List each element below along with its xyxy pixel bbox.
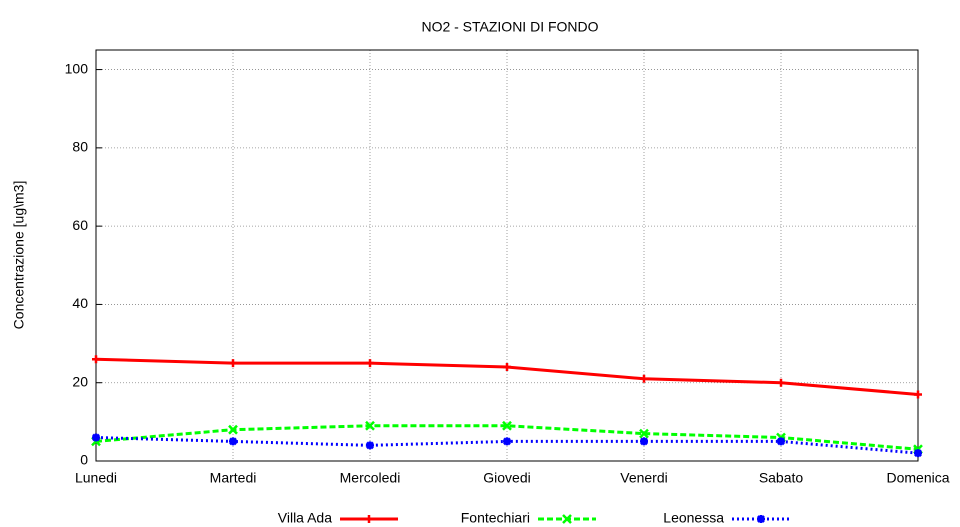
legend-label: Fontechiari [461, 510, 530, 526]
y-tick-label: 60 [72, 217, 88, 233]
data-point [502, 420, 512, 431]
x-tick-label: Domenica [886, 470, 949, 486]
data-point [640, 374, 648, 383]
data-point [92, 355, 100, 364]
data-point [914, 390, 922, 399]
data-point [366, 441, 374, 450]
x-tick-label: Martedi [210, 470, 257, 486]
x-tick-label: Mercoledi [340, 470, 401, 486]
data-point [228, 424, 238, 435]
legend-label: Villa Ada [278, 510, 332, 526]
data-point [92, 433, 100, 442]
data-point [914, 449, 922, 458]
data-point [639, 428, 649, 439]
x-tick-label: Sabato [759, 470, 804, 486]
data-point [503, 363, 511, 372]
x-tick-label: Venerdi [620, 470, 667, 486]
data-point [366, 359, 374, 368]
data-point [503, 437, 511, 446]
y-tick-label: 0 [80, 452, 88, 468]
chart-title: NO2 - STAZIONI DI FONDO [421, 19, 598, 35]
legend-marker [757, 515, 765, 523]
data-point [777, 378, 785, 387]
x-tick-label: Giovedi [483, 470, 530, 486]
legend-label: Leonessa [663, 510, 724, 526]
data-point [640, 437, 648, 446]
y-tick-label: 20 [72, 373, 88, 389]
y-tick-label: 40 [72, 295, 88, 311]
data-point [229, 437, 237, 446]
y-tick-label: 80 [72, 139, 88, 155]
data-point [777, 437, 785, 446]
legend-marker [562, 514, 572, 524]
y-tick-label: 100 [65, 60, 89, 76]
y-axis-label: Concentrazione [ug\m3] [11, 181, 27, 330]
x-tick-label: Lunedi [75, 470, 117, 486]
legend-marker [365, 515, 373, 523]
plot-frame [95, 49, 919, 462]
data-point [229, 359, 237, 368]
data-point [365, 420, 375, 431]
